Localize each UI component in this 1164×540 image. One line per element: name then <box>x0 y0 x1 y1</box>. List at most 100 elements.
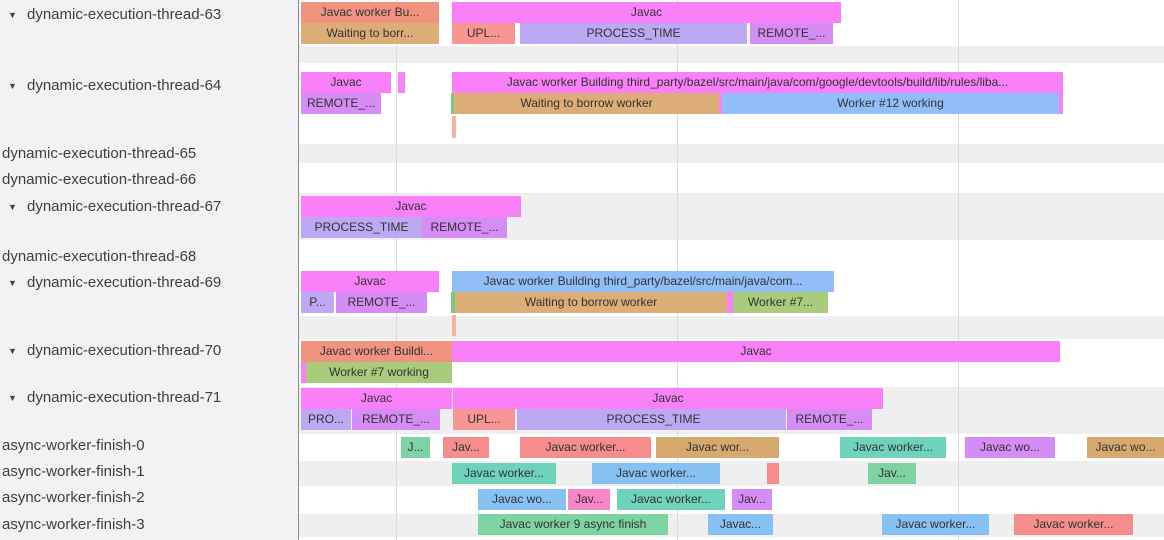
collapse-triangle-icon: ▼ <box>8 393 17 403</box>
time-gridline <box>396 0 397 540</box>
time-gridline <box>958 0 959 540</box>
track-label-dynamic-execution-thread-64[interactable]: ▼ dynamic-execution-thread-64 <box>8 76 221 96</box>
timeline-slice[interactable]: Javac worker Building third_party/bazel/… <box>452 72 1063 93</box>
track-label-async-worker-finish-2[interactable]: async-worker-finish-2 <box>2 488 145 508</box>
timeline-slice[interactable]: Javac <box>301 72 391 93</box>
timeline-slice[interactable]: Javac worker... <box>592 463 720 484</box>
timeline-slice[interactable]: Javac wo... <box>478 489 566 510</box>
track-name-text: dynamic-execution-thread-65 <box>2 145 197 162</box>
timeline-slice[interactable]: Javac <box>452 341 1060 362</box>
timeline-slice[interactable]: Javac worker... <box>617 489 725 510</box>
timeline-slice[interactable]: Javac worker Buildi... <box>301 341 452 362</box>
timeline-slice[interactable]: Waiting to borr... <box>301 23 439 44</box>
track-name-text: dynamic-execution-thread-70 <box>27 342 222 359</box>
timeline-slice[interactable]: UPL... <box>452 23 515 44</box>
timeline-slice[interactable]: PRO... <box>301 409 351 430</box>
timeline-slice[interactable]: Javac wo... <box>1087 437 1164 458</box>
timeline-slice[interactable]: Jav... <box>732 489 772 510</box>
track-label-dynamic-execution-thread-66[interactable]: dynamic-execution-thread-66 <box>2 170 196 190</box>
timeline-slice-sliver[interactable] <box>452 116 456 138</box>
timeline-slice[interactable]: Javac worker Bu... <box>301 2 439 23</box>
timeline-slice[interactable]: PROCESS_TIME <box>301 217 422 238</box>
track-label-dynamic-execution-thread-70[interactable]: ▼ dynamic-execution-thread-70 <box>8 341 221 361</box>
track-name-sidebar: ▼ dynamic-execution-thread-63 ▼ dynamic-exe… <box>0 0 299 540</box>
track-name-text: dynamic-execution-thread-67 <box>27 198 222 215</box>
track-label-async-worker-finish-3[interactable]: async-worker-finish-3 <box>2 515 145 535</box>
timeline-slice[interactable]: REMOTE_... <box>750 23 833 44</box>
timeline-slice[interactable]: PROCESS_TIME <box>521 409 786 430</box>
timeline-slice[interactable]: REMOTE_... <box>422 217 507 238</box>
track-name-text: async-worker-finish-0 <box>2 437 145 454</box>
timeline-slice[interactable]: Javac worker... <box>840 437 946 458</box>
timeline-slice[interactable]: Javac worker 9 async finish <box>478 514 668 535</box>
timeline-slice[interactable]: Worker #7... <box>733 292 828 313</box>
timeline-slice[interactable]: Jav... <box>568 489 610 510</box>
track-label-dynamic-execution-thread-63[interactable]: ▼ dynamic-execution-thread-63 <box>8 5 221 25</box>
timeline-slice-sliver[interactable] <box>452 315 456 336</box>
collapse-triangle-icon: ▼ <box>8 202 17 212</box>
timeline-slice[interactable]: Waiting to borrow worker <box>455 292 727 313</box>
timeline-slice[interactable]: Javac wor... <box>656 437 779 458</box>
timeline-slice[interactable]: Javac... <box>708 514 773 535</box>
timeline-slice[interactable]: REMOTE_... <box>301 93 381 114</box>
timeline-slice-sliver[interactable] <box>767 463 779 484</box>
timeline-slice[interactable]: REMOTE_... <box>787 409 872 430</box>
track-name-text: dynamic-execution-thread-69 <box>27 274 222 291</box>
timeline-slice[interactable]: Jav... <box>868 463 916 484</box>
track-background-band <box>299 144 1164 163</box>
timeline-slice-sliver[interactable] <box>719 93 723 114</box>
timeline-slice[interactable]: UPL... <box>453 409 515 430</box>
timeline-slice-sliver[interactable] <box>451 93 455 114</box>
track-background-band <box>299 46 1164 63</box>
collapse-triangle-icon: ▼ <box>8 81 17 91</box>
timeline-slice[interactable]: Javac worker Building third_party/bazel/… <box>452 271 834 292</box>
track-background-band <box>299 461 1164 486</box>
track-name-text: dynamic-execution-thread-71 <box>27 389 222 406</box>
collapse-triangle-icon: ▼ <box>8 346 17 356</box>
timeline-slice-sliver[interactable] <box>727 292 733 313</box>
timeline-slice-sliver[interactable] <box>451 292 455 313</box>
timeline-slice[interactable]: Javac <box>453 388 883 409</box>
track-label-dynamic-execution-thread-65[interactable]: dynamic-execution-thread-65 <box>2 144 196 164</box>
track-label-dynamic-execution-thread-67[interactable]: ▼ dynamic-execution-thread-67 <box>8 197 221 217</box>
timeline-slice[interactable]: REMOTE_... <box>336 292 427 313</box>
timeline-slice[interactable]: P... <box>301 292 334 313</box>
timeline-slice[interactable]: Javac worker... <box>882 514 989 535</box>
timeline-slice[interactable]: Worker #7 working <box>306 362 452 383</box>
timeline-slice[interactable]: Javac <box>452 2 841 23</box>
timeline-slice[interactable]: Javac wo... <box>965 437 1055 458</box>
time-gridline <box>677 0 678 540</box>
track-label-dynamic-execution-thread-69[interactable]: ▼ dynamic-execution-thread-69 <box>8 273 221 293</box>
timeline-slice[interactable]: Javac worker... <box>1014 514 1133 535</box>
timeline-slice[interactable]: J... <box>401 437 430 458</box>
timeline-slice[interactable]: Javac <box>301 388 452 409</box>
track-label-dynamic-execution-thread-71[interactable]: ▼ dynamic-execution-thread-71 <box>8 388 221 408</box>
timeline-slice[interactable]: Javac worker... <box>452 463 556 484</box>
track-label-async-worker-finish-0[interactable]: async-worker-finish-0 <box>2 436 145 456</box>
timeline-slice[interactable]: Worker #12 working <box>722 93 1059 114</box>
track-label-dynamic-execution-thread-68[interactable]: dynamic-execution-thread-68 <box>2 247 196 267</box>
timeline-slice[interactable]: REMOTE_... <box>352 409 440 430</box>
timeline-slice-sliver[interactable] <box>398 72 405 93</box>
collapse-triangle-icon: ▼ <box>8 10 17 20</box>
track-name-text: dynamic-execution-thread-66 <box>2 171 197 188</box>
timeline-slice[interactable]: Javac <box>301 271 439 292</box>
track-name-text: dynamic-execution-thread-63 <box>27 6 222 23</box>
track-name-text: dynamic-execution-thread-68 <box>2 248 197 265</box>
collapse-triangle-icon: ▼ <box>8 278 17 288</box>
timeline-slice[interactable]: Javac worker... <box>520 437 651 458</box>
timeline-slice-sliver[interactable] <box>301 362 306 383</box>
timeline-slice-sliver[interactable] <box>517 409 521 430</box>
timeline-slice[interactable]: Jav... <box>443 437 489 458</box>
track-background-band <box>299 316 1164 339</box>
track-name-text: async-worker-finish-3 <box>2 516 145 533</box>
track-name-text: dynamic-execution-thread-64 <box>27 77 222 94</box>
track-name-text: async-worker-finish-1 <box>2 463 145 480</box>
timeline-slice-sliver[interactable] <box>1059 93 1063 114</box>
timeline-slice[interactable]: Javac <box>301 196 521 217</box>
track-label-async-worker-finish-1[interactable]: async-worker-finish-1 <box>2 462 145 482</box>
track-name-text: async-worker-finish-2 <box>2 489 145 506</box>
timeline-slice[interactable]: PROCESS_TIME <box>520 23 747 44</box>
timeline-slice[interactable]: Waiting to borrow worker <box>454 93 719 114</box>
